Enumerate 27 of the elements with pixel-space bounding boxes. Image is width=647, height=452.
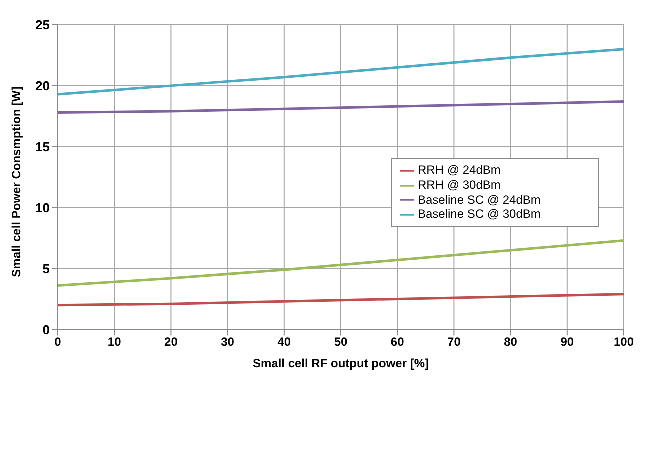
x-tick-label: 70 [448, 335, 462, 350]
x-tick-label: 90 [560, 335, 574, 350]
x-tick-label: 30 [221, 335, 235, 350]
x-tick-label: 40 [278, 335, 292, 350]
legend-label: RRH @ 24dBm [418, 163, 501, 177]
legend-label: Baseline SC @ 30dBm [418, 207, 541, 222]
x-tick-label: 60 [390, 335, 405, 350]
x-tick-label: 100 [614, 335, 634, 350]
y-tick-label: 20 [36, 78, 50, 94]
legend-label: RRH @ 30dBm [418, 178, 501, 192]
y-axis-title: Small cell Power Consmption [W] [9, 86, 24, 278]
line-series [58, 293, 624, 307]
x-tick-label: 10 [108, 335, 122, 350]
legend-label: Baseline SC @ 24dBm [418, 192, 541, 207]
line-series [58, 239, 624, 288]
x-tick-label: 20 [164, 335, 178, 350]
y-tick-label: 25 [36, 18, 50, 33]
x-axis-title: Small cell RF output power [%] [252, 356, 430, 371]
line-series [58, 48, 624, 96]
x-tick-label: 80 [504, 335, 518, 350]
y-tick-label: 0 [42, 322, 50, 338]
line-series [58, 100, 624, 114]
y-tick-label: 10 [36, 200, 50, 216]
x-tick-label: 0 [54, 335, 62, 350]
y-tick-label: 15 [36, 139, 50, 154]
y-tick-label: 5 [42, 261, 50, 276]
x-tick-label: 50 [334, 335, 348, 350]
